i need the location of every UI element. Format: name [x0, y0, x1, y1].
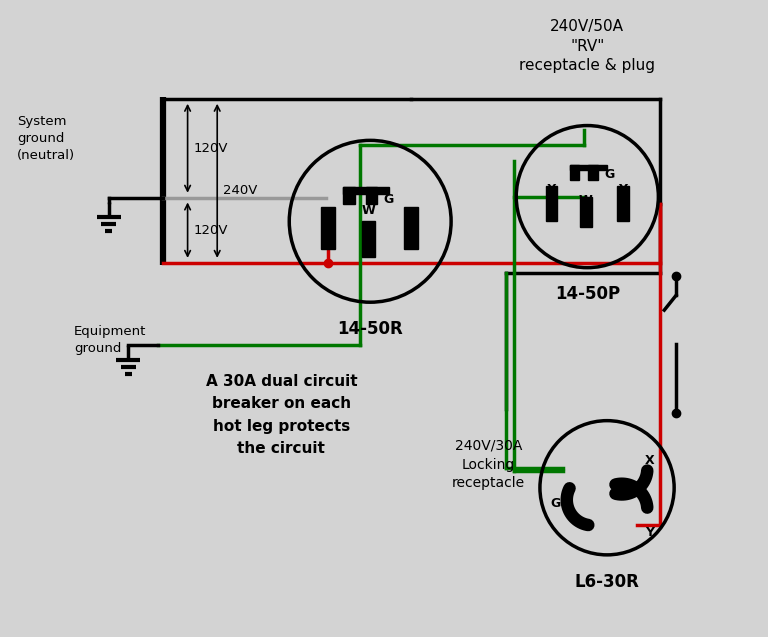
FancyBboxPatch shape [570, 164, 607, 170]
Text: "RV": "RV" [570, 39, 604, 54]
Text: receptacle & plug: receptacle & plug [519, 59, 655, 73]
FancyBboxPatch shape [570, 164, 579, 180]
Text: receptacle: receptacle [452, 476, 525, 490]
FancyBboxPatch shape [362, 221, 376, 257]
Text: G: G [383, 193, 393, 206]
Text: 240V/50A: 240V/50A [551, 19, 624, 34]
Text: 120V: 120V [194, 224, 228, 237]
Text: W: W [579, 194, 593, 208]
Text: G: G [550, 497, 561, 510]
Text: A 30A dual circuit
breaker on each
hot leg protects
the circuit: A 30A dual circuit breaker on each hot l… [206, 375, 357, 456]
Text: System
ground
(neutral): System ground (neutral) [17, 115, 75, 162]
Text: 14-50R: 14-50R [337, 320, 403, 338]
FancyBboxPatch shape [343, 187, 389, 194]
Text: 14-50P: 14-50P [554, 285, 620, 303]
Text: Y: Y [618, 183, 627, 196]
Text: W: W [362, 204, 376, 217]
Text: 120V: 120V [194, 142, 228, 155]
Text: G: G [604, 168, 614, 181]
Text: 240V: 240V [223, 184, 257, 197]
Text: 240V/30A: 240V/30A [455, 438, 522, 452]
FancyBboxPatch shape [546, 186, 558, 222]
FancyBboxPatch shape [343, 187, 355, 204]
FancyBboxPatch shape [321, 207, 335, 249]
FancyBboxPatch shape [588, 164, 598, 180]
Text: L6-30R: L6-30R [574, 573, 640, 590]
Text: Locking: Locking [462, 458, 515, 472]
Text: X: X [547, 183, 557, 196]
Text: X: X [645, 454, 655, 468]
FancyBboxPatch shape [580, 197, 591, 227]
FancyBboxPatch shape [617, 186, 628, 222]
Text: Equipment
ground: Equipment ground [74, 325, 147, 355]
FancyBboxPatch shape [366, 187, 377, 204]
FancyBboxPatch shape [404, 207, 418, 249]
Text: Y: Y [645, 526, 654, 539]
Text: X: X [406, 240, 415, 253]
Text: Y: Y [323, 240, 333, 253]
